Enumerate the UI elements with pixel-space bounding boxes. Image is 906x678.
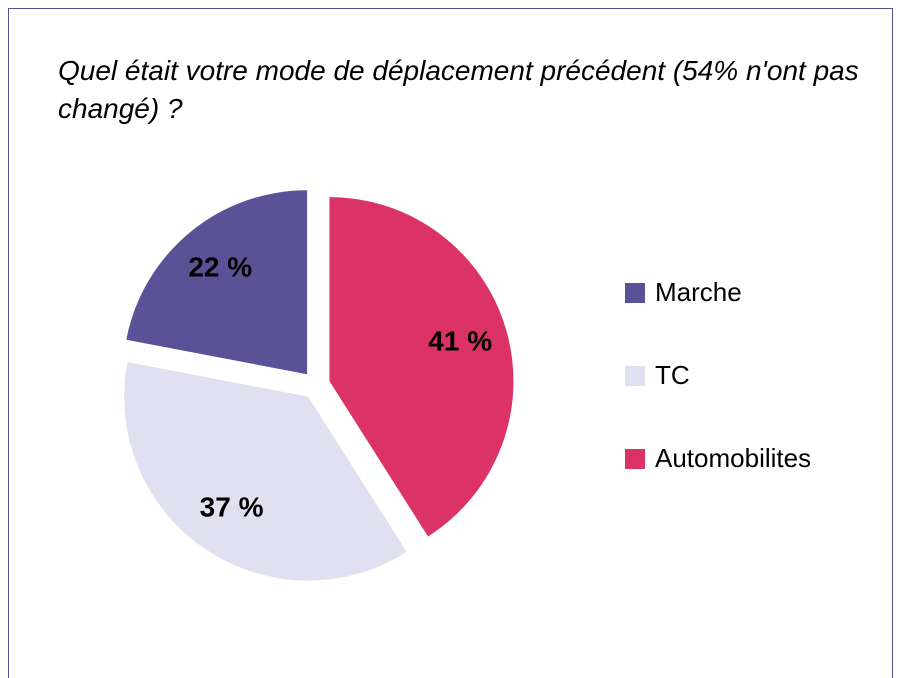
legend-swatch xyxy=(625,366,645,386)
legend-swatch xyxy=(625,283,645,303)
legend-label: TC xyxy=(655,360,690,390)
legend-label: Automobilites xyxy=(655,443,811,473)
pie-slice xyxy=(124,362,407,581)
legend-label: Marche xyxy=(655,277,742,307)
data-label: 22 % xyxy=(188,252,252,283)
pie-slice xyxy=(329,197,514,537)
pie-slice xyxy=(126,190,308,375)
data-label: 41 % xyxy=(428,325,492,356)
frame xyxy=(8,8,893,678)
legend-swatch xyxy=(625,449,645,469)
chart-title: Quel était votre mode de déplacement pré… xyxy=(58,55,859,124)
data-label: 37 % xyxy=(200,492,264,523)
